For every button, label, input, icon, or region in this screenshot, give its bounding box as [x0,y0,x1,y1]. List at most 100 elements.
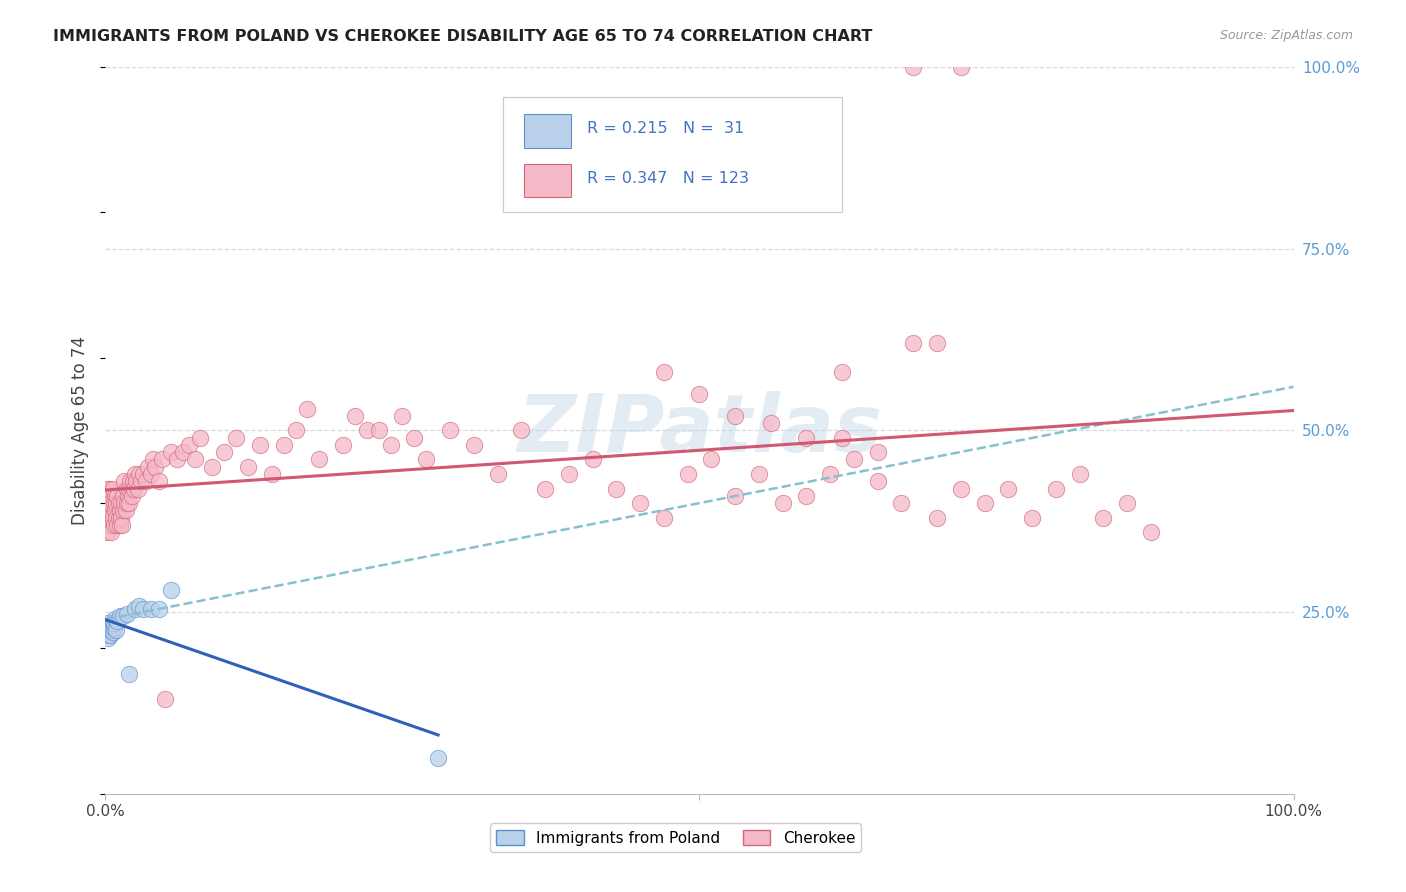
Point [103,517,125,532]
Point [148,475,170,489]
Point [581,452,603,467]
Point [108,517,131,532]
Point [890,496,912,510]
Point [124,467,146,481]
Legend: Immigrants from Poland, Cherokee: Immigrants from Poland, Cherokee [491,823,862,852]
Bar [523,114,571,147]
Point [486,467,509,481]
Point [427,750,450,764]
Point [152,452,174,467]
Point [132,601,155,615]
Point [534,482,557,496]
Point [925,510,948,524]
Point [308,452,330,467]
Point [510,424,533,438]
Point [118,667,141,681]
Point [110,510,132,524]
Point [105,496,128,510]
Point [297,401,319,416]
Point [949,60,972,74]
Point [117,489,139,503]
Point [118,496,141,510]
Point [118,482,141,496]
Point [105,614,128,628]
Point [249,438,271,452]
Point [866,475,889,489]
Point [105,489,128,503]
Point [135,475,157,489]
Point [100,525,122,540]
Point [114,475,136,489]
Point [128,599,150,614]
Point [676,467,699,481]
Point [98,489,121,503]
Point [112,608,135,623]
Point [112,489,135,503]
Point [121,489,143,503]
Point [132,467,155,481]
Point [866,445,889,459]
Point [973,496,995,510]
Text: ZIPatlas: ZIPatlas [517,392,882,469]
Point [98,503,121,517]
Point [98,624,121,638]
Point [108,503,131,517]
Point [759,416,782,430]
Point [124,601,146,615]
Point [652,365,675,379]
Y-axis label: Disability Age 65 to 74: Disability Age 65 to 74 [72,336,90,524]
Bar [523,163,571,197]
Point [463,438,485,452]
Point [748,467,770,481]
Text: Source: ZipAtlas.com: Source: ZipAtlas.com [1219,29,1353,42]
Point [107,510,129,524]
Point [100,496,122,510]
Point [1092,510,1115,524]
Point [831,365,853,379]
Point [103,621,125,635]
Point [104,489,127,503]
Point [818,467,841,481]
Point [101,625,124,640]
Point [108,608,131,623]
Point [273,438,295,452]
Point [139,467,162,481]
Point [652,510,675,524]
Point [1116,496,1139,510]
Point [1045,482,1067,496]
Point [166,452,188,467]
Point [380,438,402,452]
Point [356,424,378,438]
Point [225,431,247,445]
Point [115,482,138,496]
Point [129,475,152,489]
Point [121,482,143,496]
Point [260,467,283,481]
Point [101,510,124,524]
Point [997,482,1019,496]
Point [128,467,150,481]
Point [201,459,224,474]
Point [831,431,853,445]
Point [177,438,200,452]
Point [628,496,651,510]
Text: R = 0.215   N =  31: R = 0.215 N = 31 [586,121,744,136]
Point [153,692,176,706]
Point [439,424,461,438]
Point [100,620,122,634]
Point [949,482,972,496]
Point [97,631,120,645]
Point [159,445,181,459]
Point [105,510,128,524]
Point [190,431,212,445]
Point [111,517,134,532]
Point [98,628,121,642]
Point [903,60,925,74]
Point [842,452,865,467]
Point [110,496,132,510]
Point [214,445,236,459]
Point [125,475,148,489]
Point [139,601,162,615]
Point [903,336,925,351]
Point [332,438,354,452]
